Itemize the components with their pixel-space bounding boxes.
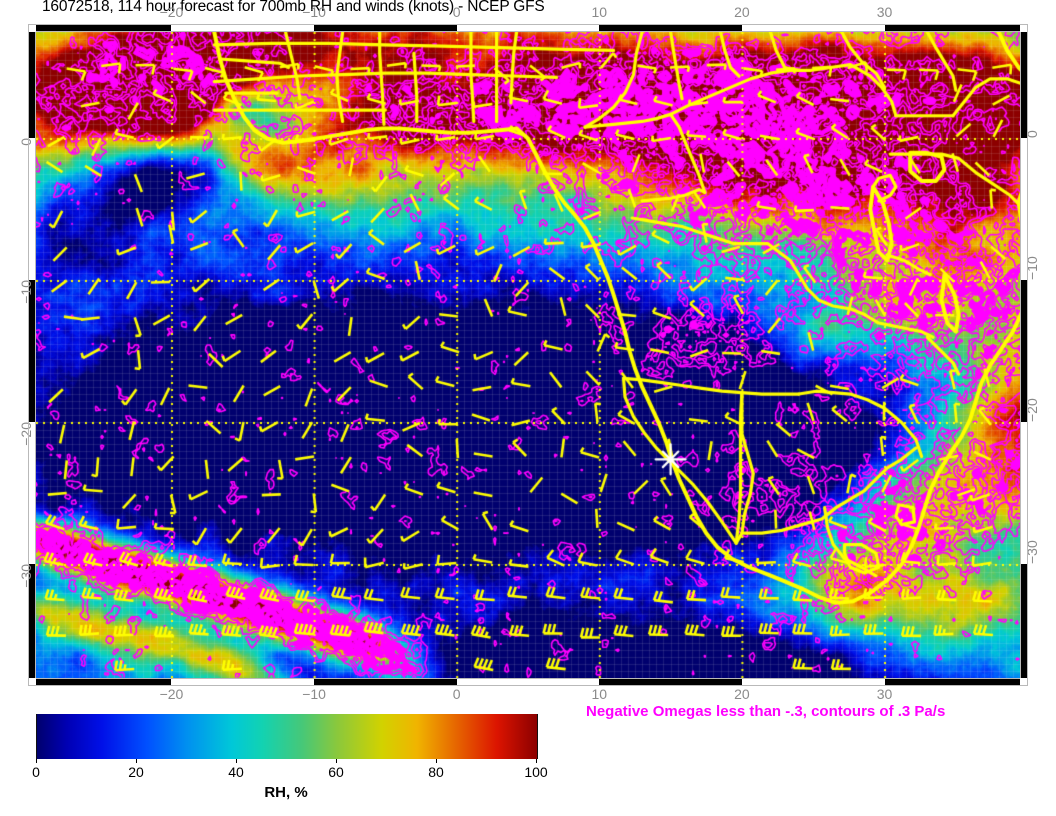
- y-tick-left: 0: [18, 138, 34, 147]
- x-tick-top: 30: [876, 4, 893, 20]
- colorbar-tick: [136, 759, 137, 763]
- y-tick-right: −10: [1024, 256, 1040, 281]
- colorbar-tick-label: 100: [524, 764, 548, 780]
- colorbar-tick: [236, 759, 237, 763]
- colorbar-gradient: [36, 714, 538, 759]
- x-tick-top: −20: [159, 4, 184, 20]
- x-tick-top: 0: [452, 4, 461, 20]
- y-tick-left: −10: [18, 280, 34, 305]
- colorbar: 0 20 40 60 80 100 RH, %: [32, 714, 548, 801]
- map-plot-area[interactable]: [36, 32, 1020, 678]
- colorbar-tick-label: 80: [428, 764, 444, 780]
- x-tick-top: 20: [734, 4, 750, 20]
- y-tick-right: −20: [1024, 398, 1040, 423]
- colorbar-title: RH, %: [264, 784, 308, 801]
- x-tick-top: 10: [591, 4, 608, 20]
- colorbar-tick: [36, 759, 37, 763]
- x-tick-bottom: 10: [591, 686, 608, 702]
- colorbar-tick-label: 0: [32, 764, 40, 780]
- y-tick-right: 0: [1024, 130, 1040, 139]
- x-tick-bottom: 30: [876, 686, 893, 702]
- rh-wind-map-canvas[interactable]: [36, 32, 1020, 678]
- colorbar-tick-label: 40: [228, 764, 244, 780]
- colorbar-tick: [436, 759, 437, 763]
- omega-annotation: Negative Omegas less than -.3, contours …: [586, 703, 946, 720]
- page-title: 16072518, 114 hour forecast for 700mb RH…: [42, 0, 545, 15]
- y-tick-right: −30: [1024, 540, 1040, 565]
- colorbar-tick-label: 60: [328, 764, 344, 780]
- map-raster-clip: [36, 32, 1020, 678]
- map-frame-outline: [1020, 32, 1021, 678]
- x-tick-bottom: 0: [452, 686, 461, 702]
- colorbar-tick-label: 20: [128, 764, 144, 780]
- map-frame-outline: [1027, 24, 1028, 686]
- y-tick-left: −20: [18, 422, 34, 447]
- map-frame-bottom: [36, 678, 1020, 685]
- x-tick-top: −10: [302, 4, 326, 20]
- colorbar-tick: [536, 759, 537, 763]
- colorbar-tick: [336, 759, 337, 763]
- map-frame-right: [1020, 32, 1027, 678]
- x-tick-bottom: −20: [159, 686, 184, 702]
- x-tick-bottom: 20: [734, 686, 750, 702]
- map-frame-outline: [28, 24, 1028, 25]
- map-frame-top: [36, 25, 1020, 32]
- y-tick-left: −30: [18, 564, 34, 589]
- map-frame-outline: [36, 678, 1020, 679]
- x-tick-bottom: −10: [302, 686, 326, 702]
